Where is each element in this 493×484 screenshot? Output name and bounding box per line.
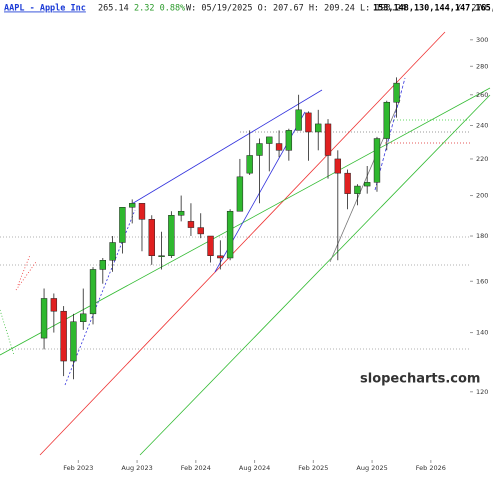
candle-body xyxy=(148,219,155,256)
candle-body xyxy=(246,155,253,174)
y-tick-label: 220 xyxy=(476,155,488,163)
candle-body xyxy=(305,112,312,133)
candle-body xyxy=(89,269,97,315)
candle-body xyxy=(373,138,381,183)
x-tick-label: Feb 2023 xyxy=(63,464,93,472)
y-tick-label: 160 xyxy=(476,277,488,285)
last-price: 265.14 xyxy=(98,4,129,14)
candle-body xyxy=(217,255,224,259)
candle-body xyxy=(383,101,390,139)
candle-body xyxy=(334,158,341,174)
trendline xyxy=(129,89,323,206)
candle-body xyxy=(207,235,214,256)
x-tick-label: Aug 2023 xyxy=(121,464,152,472)
x-tick-label: Aug 2025 xyxy=(356,464,387,472)
candle-body xyxy=(119,207,126,243)
candle-body xyxy=(60,310,67,362)
candle-body xyxy=(70,321,77,362)
y-tick-label: 280 xyxy=(476,62,488,70)
candle-body xyxy=(40,298,48,339)
candle-body xyxy=(256,143,263,156)
candle-body xyxy=(324,123,332,156)
x-tick-label: Feb 2024 xyxy=(181,464,211,472)
candle-body xyxy=(266,136,273,144)
candle-body xyxy=(226,210,234,259)
ohlc: W: 05/19/2025 O: 207.67 H: 209.24 L: 193… xyxy=(186,4,406,14)
trendline xyxy=(15,261,37,291)
candle-body xyxy=(99,259,106,270)
candle-body xyxy=(187,221,195,228)
y-tick-label: 260 xyxy=(476,91,488,99)
trendline xyxy=(139,94,491,456)
x-tick-label: Aug 2024 xyxy=(239,464,270,472)
candle-body xyxy=(138,203,146,220)
candle-body xyxy=(129,203,136,208)
trendline xyxy=(0,87,491,356)
candle-body xyxy=(315,123,322,133)
trendline xyxy=(17,254,31,286)
y-tick-label: 200 xyxy=(476,192,488,200)
close: 153,148,130,144,147,165,169,177,194,196,… xyxy=(373,4,493,14)
candle-body xyxy=(158,255,165,257)
candle-body xyxy=(236,176,244,212)
drawings xyxy=(0,31,491,456)
extra: Y: 270. xyxy=(456,4,492,14)
candle-body xyxy=(285,130,293,151)
candle-body xyxy=(50,298,58,312)
y-tick-label: 120 xyxy=(476,388,488,396)
trendline xyxy=(374,77,406,191)
candle-body xyxy=(344,172,351,194)
candle-body xyxy=(354,185,361,194)
y-tick-label: 180 xyxy=(476,232,488,240)
candle-body xyxy=(364,182,371,187)
trendline xyxy=(0,309,15,356)
candle-body xyxy=(168,215,175,256)
candle-body xyxy=(393,82,400,103)
x-tick-label: Feb 2026 xyxy=(416,464,446,472)
chart-title: AAPL - Apple Inc xyxy=(4,4,86,14)
y-tick-label: 300 xyxy=(476,36,488,44)
change: 2.32 0.88% xyxy=(134,4,185,14)
candle-body xyxy=(177,210,185,216)
watermark: slopecharts.com xyxy=(360,372,480,387)
candle-body xyxy=(295,109,302,131)
x-tick-label: Feb 2025 xyxy=(298,464,328,472)
trendline xyxy=(39,31,446,456)
y-tick-label: 140 xyxy=(476,329,488,337)
candle-body xyxy=(275,143,283,151)
candle-body xyxy=(109,242,116,261)
candle-body xyxy=(80,313,87,322)
y-tick-label: 240 xyxy=(476,122,488,130)
candle-body xyxy=(197,227,204,235)
